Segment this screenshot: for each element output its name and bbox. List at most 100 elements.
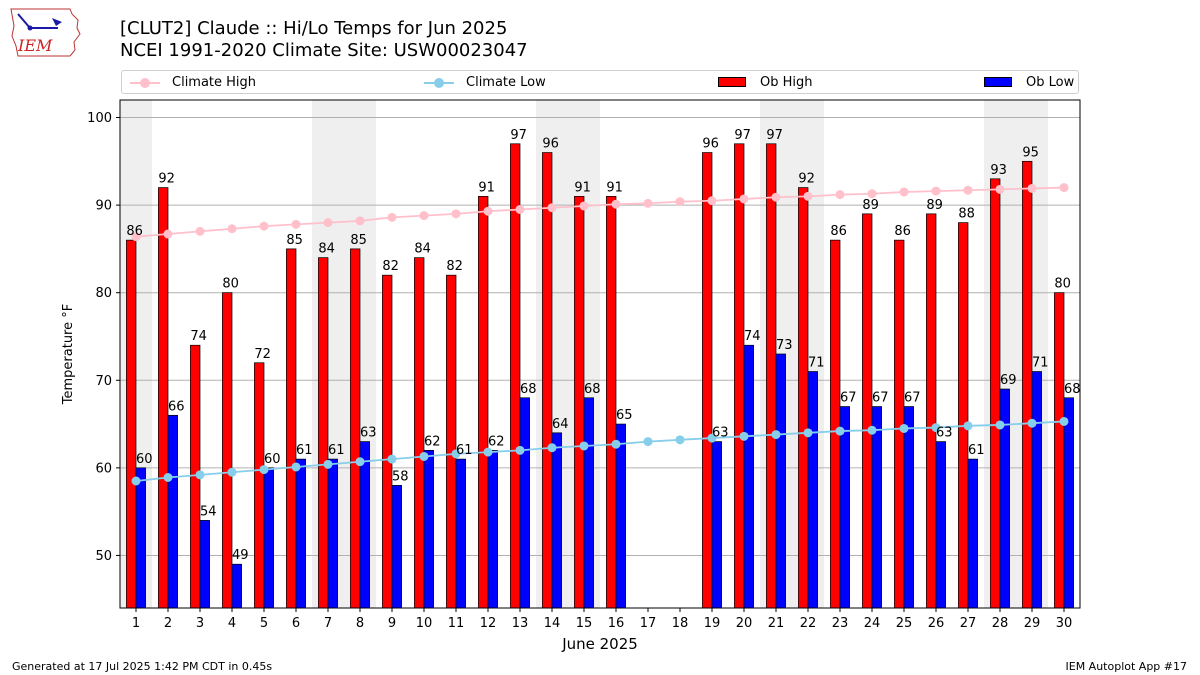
ob-low-bar	[743, 344, 754, 609]
ob-high-bar	[1054, 292, 1065, 609]
climate-high-point	[323, 218, 333, 228]
ob-high-bar-label: 89	[926, 198, 943, 213]
climate-low-point	[931, 423, 941, 433]
climate-high-point	[1027, 183, 1037, 193]
climate-high-point	[451, 209, 461, 219]
ob-low-bar-label: 69	[1000, 373, 1017, 388]
ob-low-bar	[359, 441, 370, 609]
ob-low-bar-label: 73	[776, 338, 793, 353]
legend-label-climate-low: Climate Low	[466, 75, 546, 90]
climate-high-point	[803, 191, 813, 201]
ob-low-bar	[455, 458, 466, 609]
ob-high-bar-label: 85	[286, 233, 303, 248]
x-tick-label: 22	[800, 616, 817, 631]
x-tick-label: 27	[960, 616, 977, 631]
ob-high-bar	[926, 213, 937, 609]
climate-high-point	[611, 199, 621, 209]
climate-low-point	[547, 443, 557, 453]
x-tick-label: 11	[448, 616, 465, 631]
ob-low-bar-label: 68	[1064, 382, 1081, 397]
ob-high-bar-label: 96	[542, 137, 559, 152]
generated-timestamp: Generated at 17 Jul 2025 1:42 PM CDT in …	[12, 660, 273, 673]
climate-high-point	[963, 185, 973, 195]
legend-label-ob-low: Ob Low	[1026, 75, 1075, 90]
x-tick-label: 28	[992, 616, 1009, 631]
ob-high-bar	[286, 248, 297, 609]
climate-high-point	[419, 211, 429, 221]
x-tick-label: 12	[480, 616, 497, 631]
ob-low-bar-label: 63	[936, 426, 953, 441]
ob-low-bar-label: 68	[584, 382, 601, 397]
x-tick-label: 6	[292, 616, 300, 631]
climate-low-point	[387, 454, 397, 464]
climate-low-point	[483, 447, 493, 457]
climate-high-point	[707, 196, 717, 206]
ob-high-bar-label: 95	[1022, 145, 1039, 160]
ob-high-bar-label: 91	[478, 180, 495, 195]
ob-low-bar	[583, 397, 594, 609]
climate-low-point	[163, 472, 173, 482]
ob-high-bar-label: 92	[798, 172, 815, 187]
ob-low-bar	[423, 449, 434, 609]
x-tick-label: 29	[1024, 616, 1041, 631]
ob-high-bar-label: 93	[990, 163, 1007, 178]
climate-high-point	[291, 219, 301, 229]
ob-high-bar	[766, 143, 777, 609]
ob-high-bar	[574, 195, 585, 609]
ob-high-bar	[542, 152, 553, 609]
data-labels: 86 92 74 80 72 85 84 85 82 84 82 91 97 96 91 91 96 97 97 92…	[126, 128, 1080, 563]
legend: Climate High Climate Low Ob High Ob Low	[121, 70, 1079, 94]
ob-high-bar-label: 84	[318, 242, 335, 257]
y-tick-label: 70	[95, 374, 112, 389]
climate-high-point	[163, 229, 173, 239]
x-tick-label: 26	[928, 616, 945, 631]
ob-high-bar	[1022, 160, 1033, 609]
x-tick-label: 24	[864, 616, 881, 631]
ob-low-bar-label: 74	[744, 329, 761, 344]
ob-low-bar	[551, 432, 562, 609]
ob-low-bar	[1063, 397, 1074, 609]
ob-low-bar	[903, 406, 914, 609]
climate-high-point	[1059, 183, 1069, 193]
ob-low-bar	[871, 406, 882, 609]
y-tick-label: 60	[95, 461, 112, 476]
climate-high-point	[867, 189, 877, 199]
x-tick-label: 19	[704, 616, 721, 631]
ob-high-bar-label: 97	[510, 128, 527, 143]
ob-high-bar	[862, 213, 873, 609]
logo-text: IEM	[17, 36, 53, 55]
ob-low-bar-label: 64	[552, 417, 569, 432]
x-tick-label: 10	[416, 616, 433, 631]
climate-high-point	[355, 216, 365, 226]
climate-low-point	[675, 435, 685, 445]
ob-high-bar-label: 91	[574, 180, 591, 195]
app-credit: IEM Autoplot App #17	[1065, 660, 1188, 673]
ob-low-bar	[295, 458, 306, 609]
ob-low-bar	[167, 414, 178, 609]
climate-low-point	[419, 451, 429, 461]
x-tick-label: 30	[1056, 616, 1073, 631]
x-tick-label: 25	[896, 616, 913, 631]
climate-high-point	[899, 187, 909, 197]
climate-high-point	[579, 201, 589, 211]
ob-low-bar	[519, 397, 530, 609]
ob-low-bar	[135, 467, 146, 609]
y-axis-label: Temperature °F	[61, 304, 76, 405]
climate-high-point	[995, 184, 1005, 194]
ob-low-bar	[231, 563, 242, 609]
ob-high-bar-label: 88	[958, 207, 975, 222]
climate-low-point	[867, 425, 877, 435]
ob-low-bar-label: 61	[296, 443, 313, 458]
y-tick-label: 50	[95, 549, 112, 564]
climate-high-point	[227, 224, 237, 234]
ob-low-bar	[487, 449, 498, 609]
ob-low-bar-label: 61	[968, 443, 985, 458]
climate-low-point	[259, 465, 269, 475]
climate-low-point	[291, 462, 301, 472]
ob-low-bar-label: 65	[616, 408, 633, 423]
climate-low-point	[707, 433, 717, 443]
ob-high-bar-label: 96	[702, 137, 719, 152]
bars	[126, 143, 1074, 609]
ob-high-bar-label: 85	[350, 233, 367, 248]
